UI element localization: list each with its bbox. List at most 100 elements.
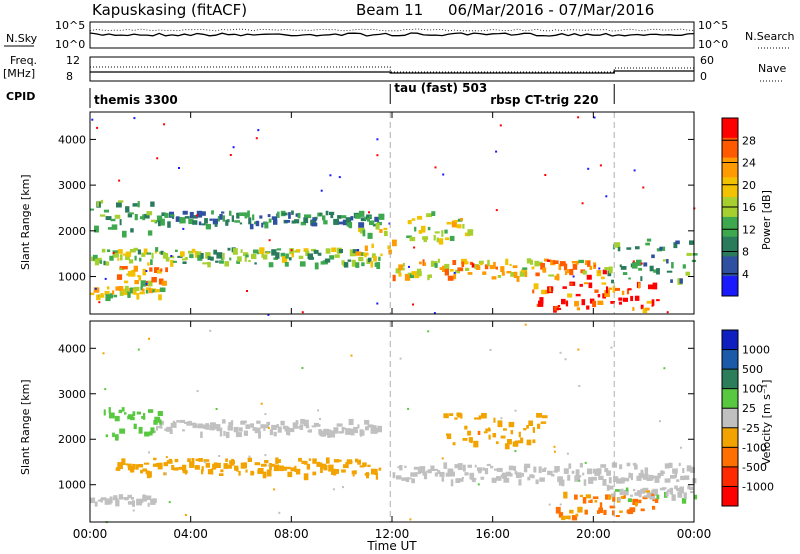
data-cell — [285, 220, 291, 223]
data-cell — [301, 367, 304, 369]
data-cell — [146, 472, 151, 479]
data-cell — [593, 116, 596, 119]
data-cell — [173, 467, 179, 471]
data-cell — [204, 218, 208, 224]
data-cell — [465, 261, 469, 265]
data-cell — [102, 352, 105, 355]
data-cell — [227, 464, 233, 469]
data-cell — [427, 274, 430, 281]
data-cell — [338, 431, 343, 434]
data-cell — [311, 425, 316, 428]
data-cell — [470, 440, 473, 444]
data-cell — [638, 282, 641, 289]
data-cell — [273, 219, 278, 225]
data-cell — [615, 515, 620, 518]
data-cell — [121, 460, 126, 464]
data-cell — [99, 260, 103, 264]
data-cell — [447, 275, 454, 281]
data-cell — [417, 469, 422, 475]
data-cell — [339, 459, 342, 462]
data-cell — [497, 420, 503, 428]
data-cell — [674, 473, 677, 478]
data-cell — [409, 236, 416, 242]
data-cell — [91, 118, 94, 121]
power-colorbar-title: Power [dB] — [760, 190, 773, 250]
data-cell — [474, 464, 477, 468]
data-cell — [601, 276, 605, 280]
data-cell — [165, 252, 169, 260]
data-cell — [561, 479, 565, 487]
data-cell — [151, 277, 157, 283]
data-cell — [360, 217, 367, 222]
data-cell — [452, 260, 457, 265]
data-cell — [213, 462, 218, 469]
data-cell — [127, 501, 133, 505]
power-panel: 1000 2000 3000 4000 Slant Range [km] — [19, 111, 698, 316]
data-cell — [289, 248, 294, 255]
data-cell — [650, 475, 654, 481]
data-cell — [188, 218, 194, 225]
data-cell — [244, 215, 248, 219]
data-cell — [269, 429, 274, 436]
data-cell — [326, 457, 330, 464]
data-cell — [327, 432, 331, 438]
data-cell — [521, 473, 524, 477]
data-cell — [575, 513, 579, 517]
data-cell — [378, 213, 385, 220]
data-cell — [477, 430, 481, 435]
data-cell — [234, 220, 240, 223]
data-cell — [311, 222, 318, 227]
data-cell — [226, 219, 230, 223]
data-cell — [684, 475, 690, 480]
data-cell — [672, 468, 678, 474]
data-cell — [500, 435, 506, 439]
data-cell — [355, 251, 362, 256]
data-cell — [480, 262, 483, 266]
nave-line — [90, 66, 694, 73]
data-cell — [588, 477, 594, 484]
data-cell — [619, 264, 622, 268]
data-cell — [384, 230, 388, 237]
data-cell — [604, 267, 610, 271]
data-cell — [632, 498, 638, 505]
data-cell — [465, 267, 470, 271]
data-cell — [156, 425, 158, 431]
data-cell — [148, 471, 152, 478]
data-cell — [633, 169, 636, 172]
data-cell — [481, 413, 487, 419]
colorbar-tick-label: 16 — [742, 201, 756, 214]
data-cell — [608, 495, 612, 500]
data-cell — [453, 271, 456, 274]
data-cell — [375, 473, 378, 480]
data-cell — [679, 486, 684, 494]
data-cell — [268, 218, 272, 223]
data-cell — [670, 279, 673, 283]
data-cell — [139, 257, 142, 262]
data-cell — [317, 461, 321, 466]
data-cell — [215, 408, 218, 410]
data-cell — [122, 266, 128, 270]
data-cell — [198, 221, 202, 226]
data-cell — [632, 260, 635, 263]
data-cell — [109, 293, 113, 299]
data-cell — [115, 499, 120, 507]
data-cell — [446, 433, 452, 440]
data-cell — [125, 206, 130, 213]
data-cell — [323, 465, 328, 471]
data-cell — [632, 307, 635, 311]
data-cell — [662, 471, 665, 475]
data-cell — [559, 351, 562, 354]
data-cell — [261, 254, 264, 258]
data-cell — [127, 213, 133, 218]
data-cell — [344, 262, 349, 268]
data-cell — [548, 503, 551, 506]
data-cell — [399, 357, 402, 360]
data-cell — [367, 232, 373, 239]
data-cell — [285, 466, 291, 470]
data-cell — [547, 470, 553, 476]
data-cell — [184, 216, 190, 219]
data-cell — [103, 409, 106, 416]
data-cell — [137, 348, 140, 351]
data-cell — [538, 466, 542, 473]
data-cell — [689, 240, 695, 245]
